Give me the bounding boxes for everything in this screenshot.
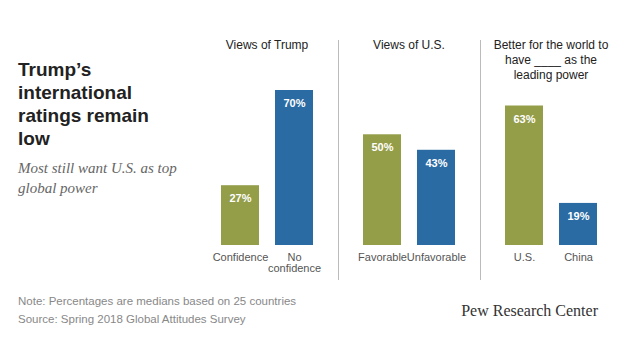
html-text:Views of Trump: Views of Trump [225, 38, 309, 52]
svg-text:63%: 63% [513, 113, 535, 125]
html-text:Source: Spring 2018 Global Att: Source: Spring 2018 Global Attitudes Sur… [18, 313, 246, 325]
html-text:Views of U.S.: Views of U.S. [373, 38, 445, 52]
svg-text:U.S.: U.S. [514, 251, 535, 263]
html-text:Pew Research Center: Pew Research Center [461, 302, 598, 319]
svg-text:China: China [564, 251, 594, 263]
html-text:Trump’s international ratings: Trump’s international ratings remain low [18, 59, 149, 149]
svg-text:Favorable: Favorable [358, 251, 407, 263]
svg-text:50%: 50% [371, 141, 393, 153]
svg-text:27%: 27% [229, 192, 251, 204]
svg-text:Noconfidence: Noconfidence [268, 251, 321, 274]
svg-text:19%: 19% [567, 210, 589, 222]
svg-text:Confidence: Confidence [213, 251, 269, 263]
html-text:Most still want U.S. as top gl: Most still want U.S. as top global power [18, 160, 177, 196]
svg-text:70%: 70% [283, 97, 305, 109]
svg-text:43%: 43% [425, 157, 447, 169]
html-text:Note: Percentages are medians: Note: Percentages are medians based on 2… [18, 295, 297, 307]
html-text:Better for the world to have _: Better for the world to have ____ as the… [493, 38, 609, 82]
svg-text:Unfavorable: Unfavorable [407, 251, 466, 263]
